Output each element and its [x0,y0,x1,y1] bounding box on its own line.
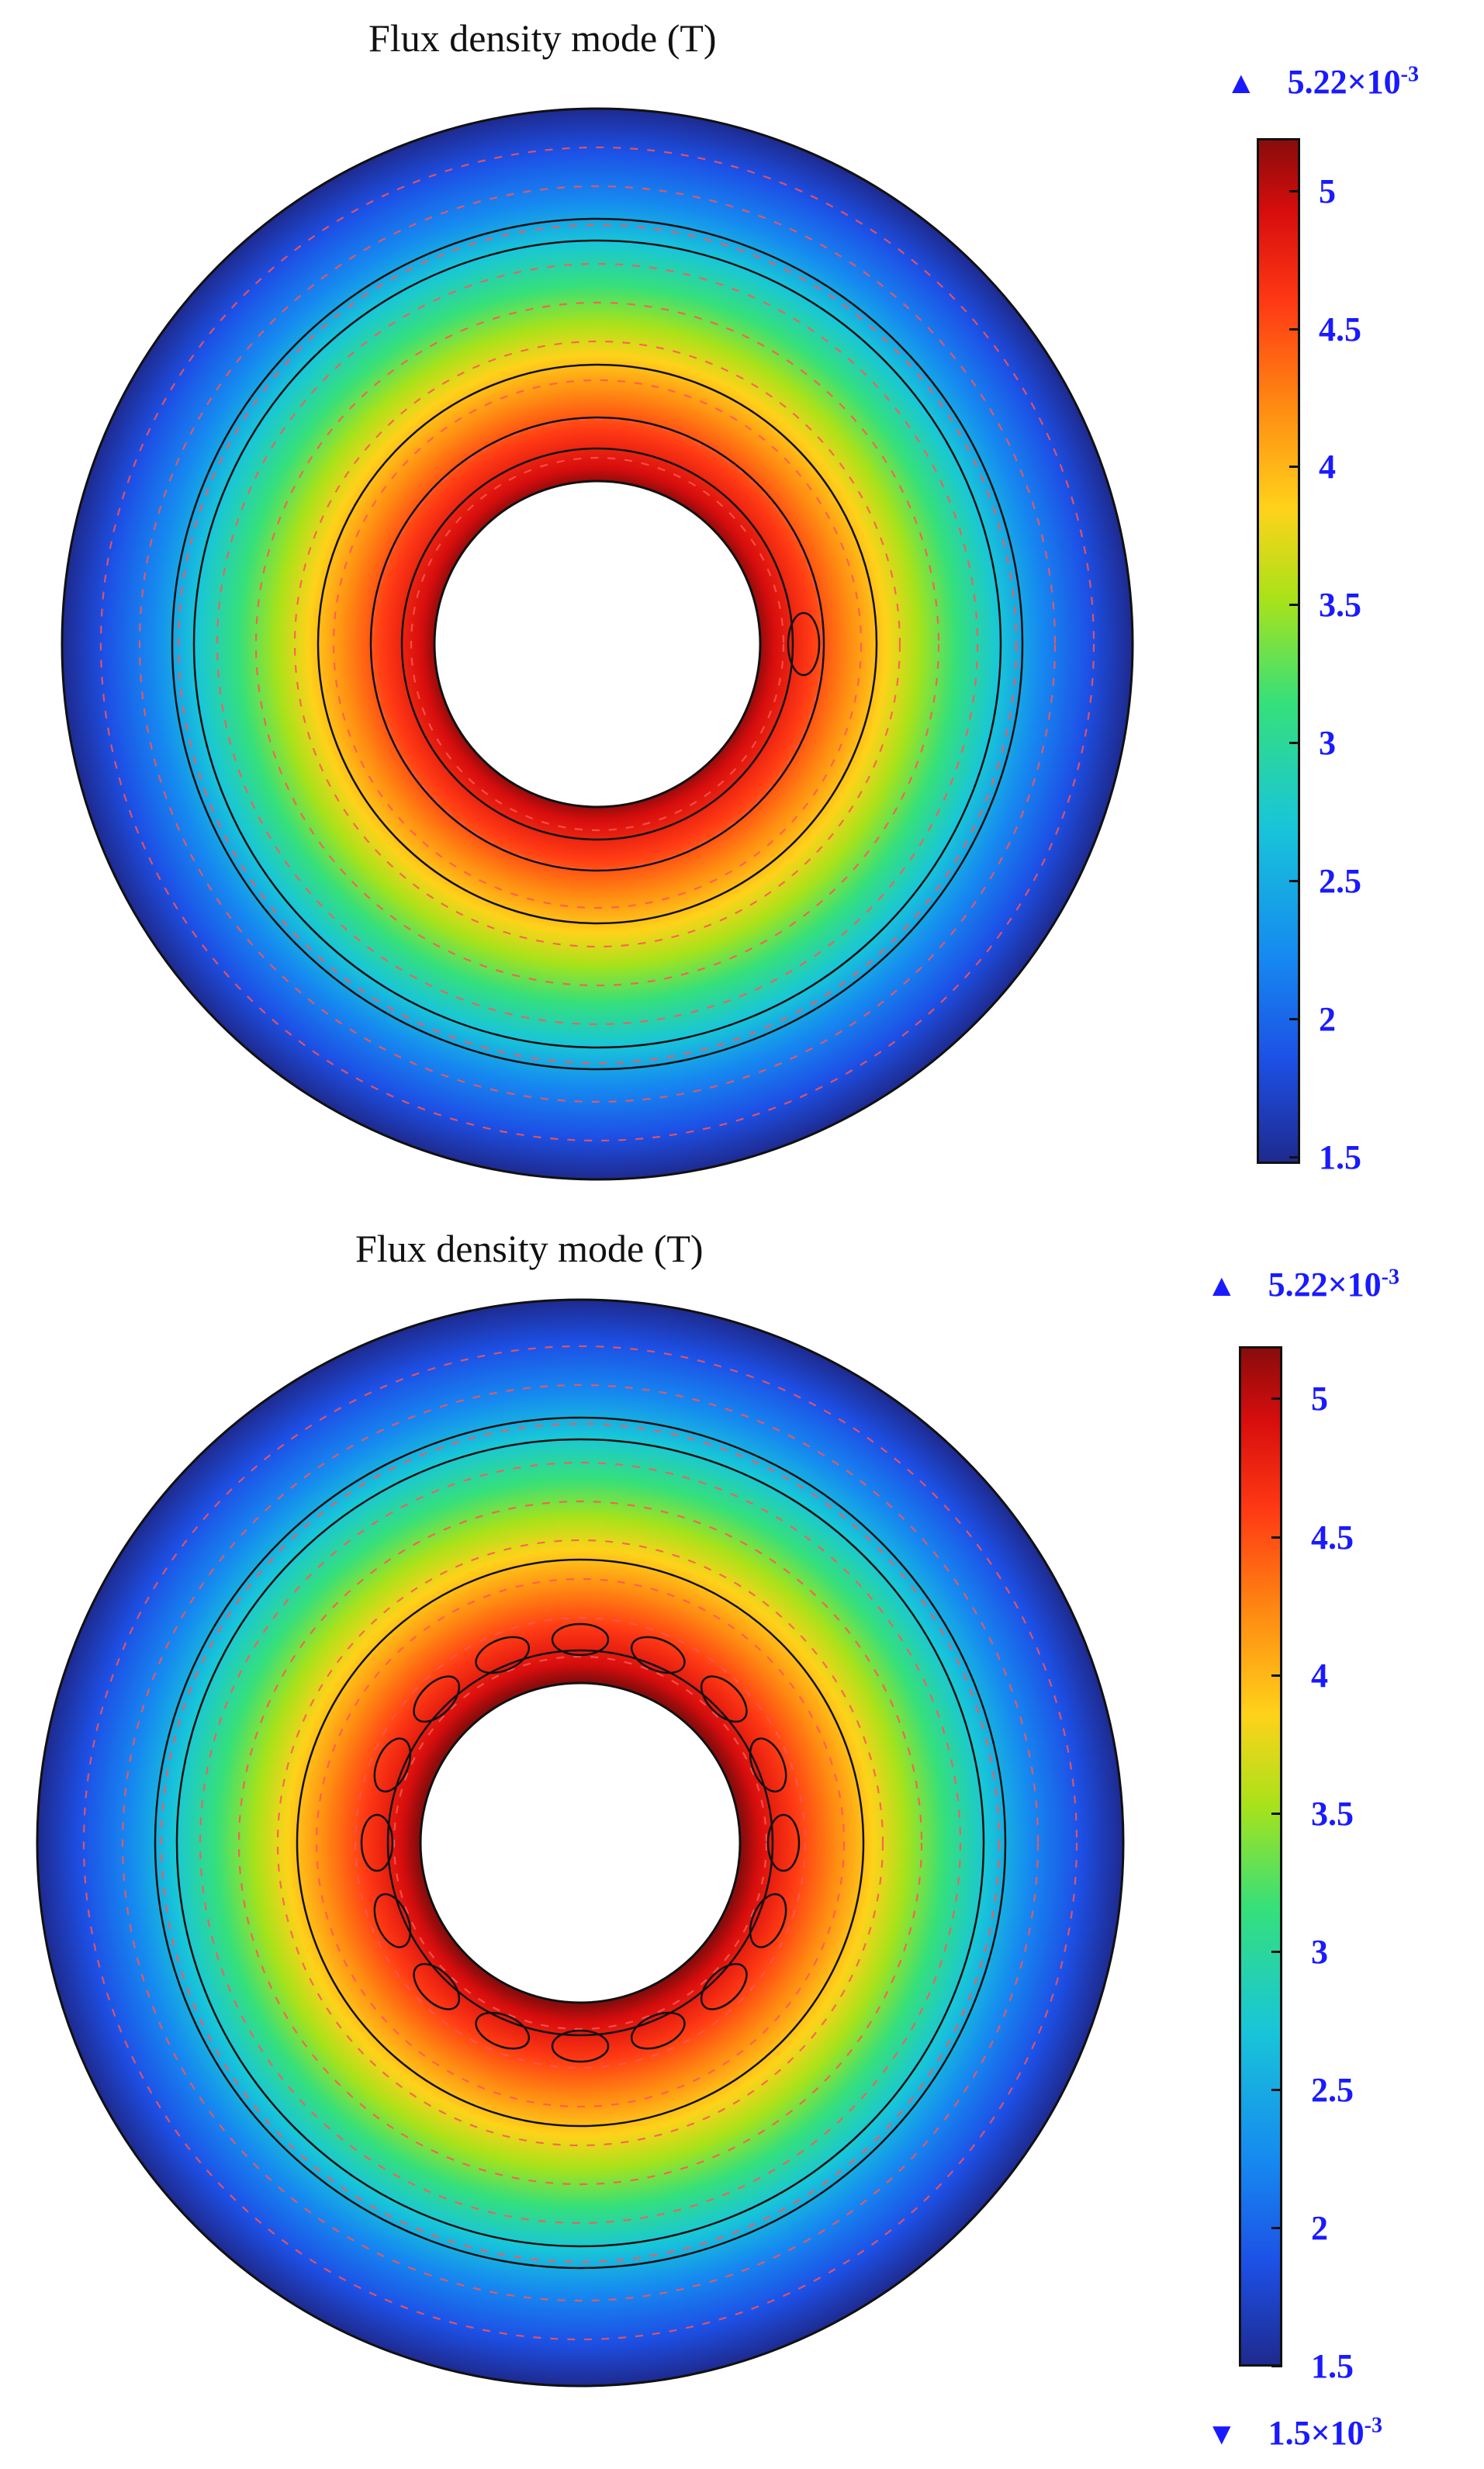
tick-label: 3.5 [1311,1795,1354,1833]
conductor-ring [360,1622,801,2063]
field-arrows [99,146,1095,1142]
tick-label: 1.5 [1319,1138,1361,1176]
conductor [766,1813,801,1872]
conductor [475,1636,531,1674]
inner-bore [433,480,762,809]
tick-label: 1.5 [1311,2347,1354,2385]
flux-density-plot-bottom: Flux density mode (T) ▲ 5.22×10-3 5 4.5 4… [0,1226,1484,2469]
tick-label: 2 [1319,1000,1336,1038]
conductor [700,1962,748,2010]
field-map-bottom [36,1298,1125,2388]
conductor [630,1636,686,1674]
max-triangle-icon: ▲ [1226,65,1257,100]
tick-label: 5 [1319,172,1336,210]
max-value-label: ▲ 5.22×10-3 [1226,62,1419,101]
boundary-rings [154,1416,1007,2270]
min-value-label: ▼ 1.5×10-3 [1206,2413,1382,2452]
conductor [373,1737,412,1793]
tick-label: 2 [1311,2209,1328,2247]
conductor [787,611,821,677]
plot-title: Flux density mode (T) [368,16,717,60]
inner-bore [419,1681,742,2004]
field-arrows [82,1345,1078,2341]
tick-label: 2.5 [1319,862,1361,900]
tick-label: 4 [1319,448,1336,486]
tick-label: 4.5 [1319,310,1361,348]
min-triangle-icon: ▼ [1206,2416,1237,2451]
flux-density-plot-top: Flux density mode (T) ▲ 5.22×10-3 5 4.5 4… [0,0,1484,1226]
tick-label: 3 [1311,1933,1328,1971]
conductor [551,2029,610,2063]
conductor [413,1962,461,2010]
conductor [373,1892,412,1948]
tick-label: 3.5 [1319,586,1361,624]
plot-title: Flux density mode (T) [355,1227,704,1270]
tick-label: 3 [1319,724,1336,762]
conductor [749,1892,787,1948]
tick-label: 4.5 [1311,1518,1354,1557]
conductor [749,1737,787,1793]
max-value-label: ▲ 5.22×10-3 [1206,1265,1399,1304]
conductor [413,1675,461,1723]
conductor [630,2011,686,2050]
conductor [475,2011,531,2050]
max-triangle-icon: ▲ [1206,1268,1237,1303]
conductor [700,1675,748,1723]
colorbar [1257,138,1300,1164]
colorbar [1239,1346,1282,2367]
tick-label: 2.5 [1311,2071,1354,2109]
boundary-rings [171,217,1024,1071]
tick-label: 4 [1311,1657,1328,1695]
conductor [551,1622,610,1657]
conductor [360,1813,394,1872]
tick-label: 5 [1311,1380,1328,1418]
field-map-top [61,107,1134,1181]
